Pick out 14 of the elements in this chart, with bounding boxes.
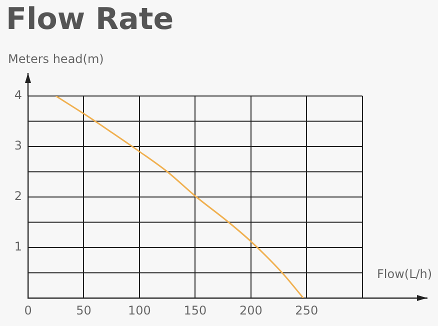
- x-tick-label: 0: [24, 303, 32, 318]
- y-tick-label: 2: [14, 189, 22, 204]
- y-tick-label: 3: [14, 138, 22, 153]
- x-tick-label: 100: [128, 303, 151, 318]
- y-axis-title: Meters head(m): [8, 52, 104, 66]
- x-tick-label: 250: [295, 303, 318, 318]
- x-tick-label: 50: [76, 303, 92, 318]
- x-tick-label: 150: [184, 303, 207, 318]
- y-tick-label: 4: [14, 88, 22, 102]
- y-tick-label: 1: [14, 240, 22, 254]
- x-axis-title: Flow(L/h): [377, 267, 432, 281]
- chart-title: Flow Rate: [6, 2, 174, 37]
- line-series: [55, 96, 304, 298]
- x-tick-label: 200: [239, 303, 262, 318]
